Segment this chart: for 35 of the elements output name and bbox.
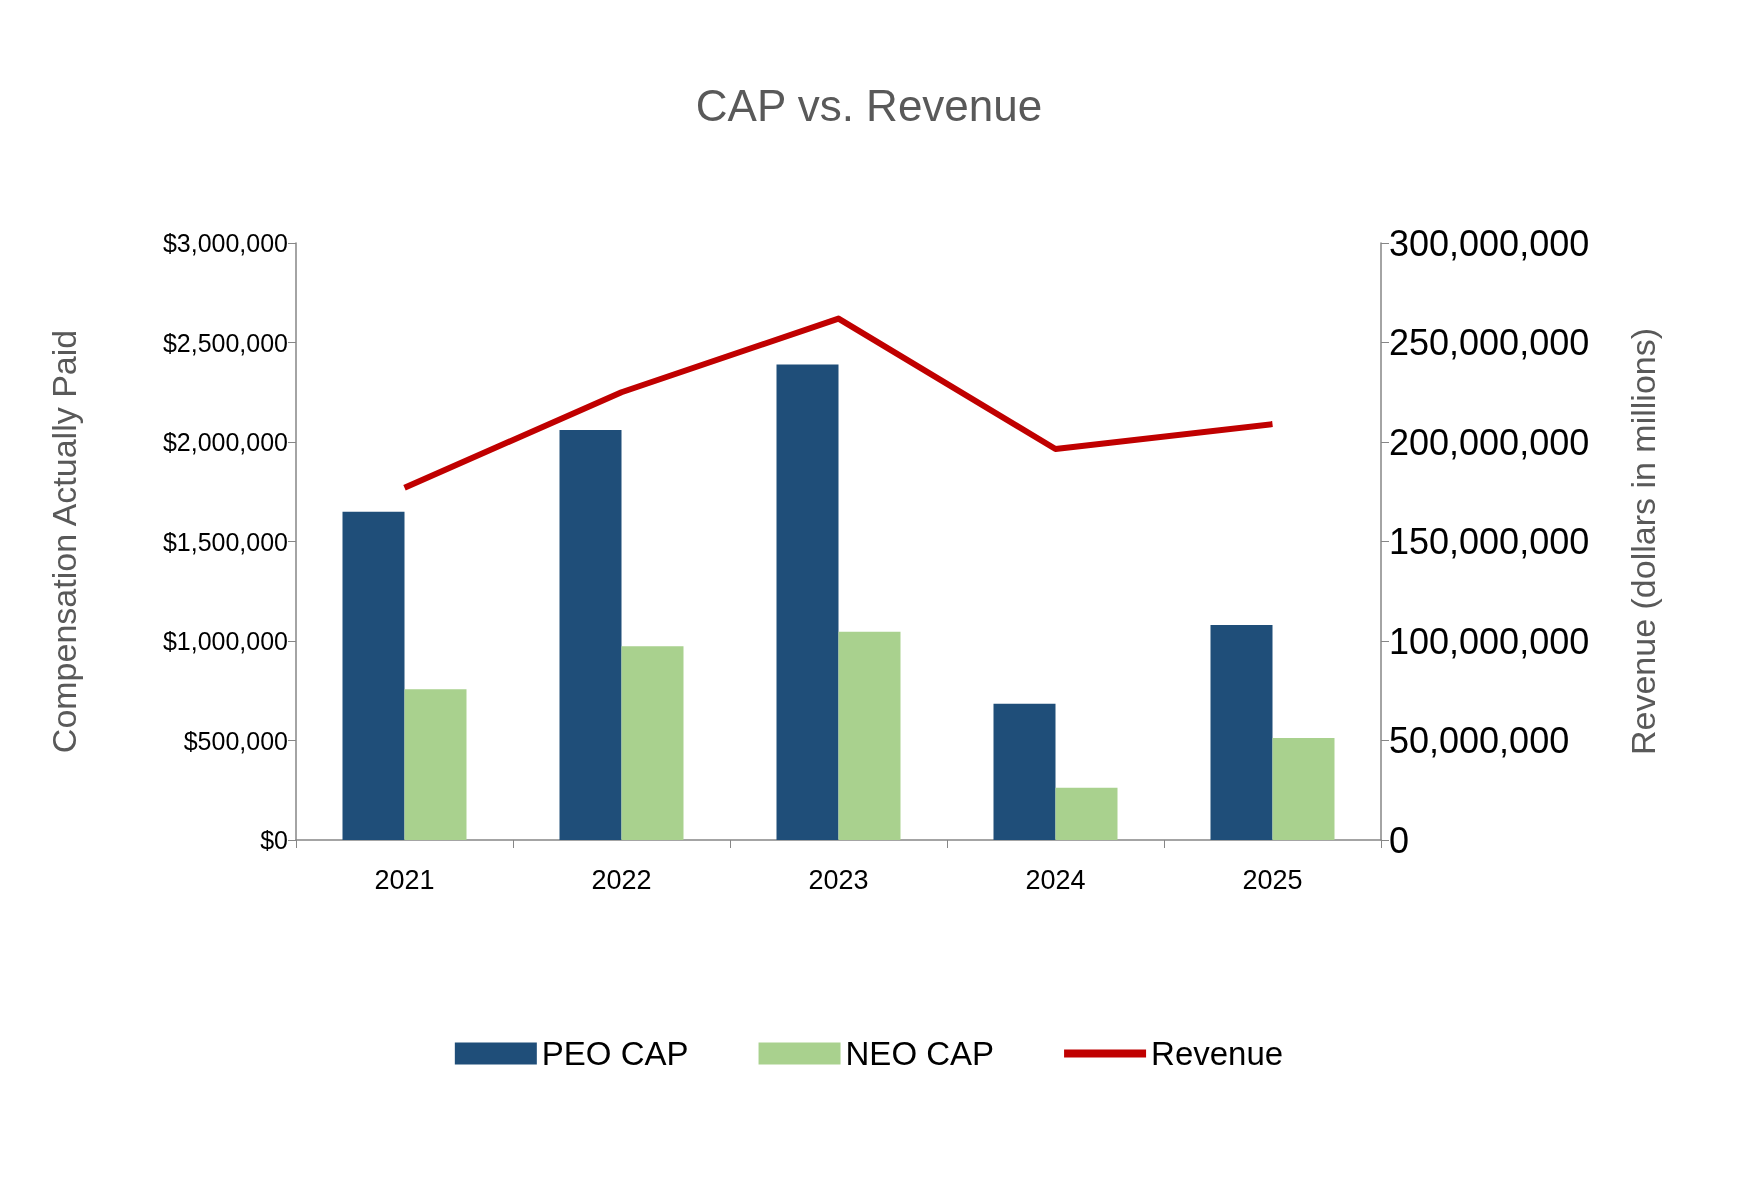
y-tick-label: $500,000 xyxy=(183,726,288,755)
y2-tick-label: 150,000,000 xyxy=(1389,521,1590,562)
y2-tick-label: 250,000,000 xyxy=(1389,322,1590,363)
y2-tick-label: 100,000,000 xyxy=(1389,620,1590,662)
bar xyxy=(838,631,901,840)
y2-axis-title: Revenue (dollars in millions) xyxy=(1624,327,1662,756)
legend-label: PEO CAP xyxy=(541,1035,689,1072)
y2-tick-label: 200,000,000 xyxy=(1389,421,1590,463)
y2-tick-label: 300,000,000 xyxy=(1389,222,1590,264)
y-tick-label: $0 xyxy=(260,826,288,854)
bar xyxy=(342,511,405,840)
y-tick-label: $1,500,000 xyxy=(162,527,288,556)
bar xyxy=(1272,738,1335,840)
y2-tick-label: 0 xyxy=(1389,819,1410,861)
x-tick-label: 2024 xyxy=(1025,864,1086,895)
x-tick-label: 2023 xyxy=(808,864,869,895)
bar xyxy=(404,689,467,840)
chart-title: CAP vs. Revenue xyxy=(695,80,1043,130)
y-tick-label: $2,000,000 xyxy=(162,428,288,456)
y-tick-label: $3,000,000 xyxy=(162,229,288,257)
bar xyxy=(559,430,622,840)
bar xyxy=(1210,625,1273,840)
x-tick-label: 2021 xyxy=(374,864,435,895)
legend-label: Revenue xyxy=(1151,1035,1284,1072)
bar xyxy=(621,646,684,840)
legend-label: NEO CAP xyxy=(845,1035,995,1072)
y-tick-label: $1,000,000 xyxy=(162,627,288,655)
bar xyxy=(993,703,1056,840)
y-axis-title: Compensation Actually Paid xyxy=(45,329,83,754)
x-tick-label: 2025 xyxy=(1242,864,1303,895)
bar xyxy=(776,364,839,840)
y-tick-label: $2,500,000 xyxy=(162,328,288,357)
bar xyxy=(1055,787,1118,840)
x-tick-label: 2022 xyxy=(591,864,652,895)
y2-tick-label: 50,000,000 xyxy=(1389,720,1570,761)
